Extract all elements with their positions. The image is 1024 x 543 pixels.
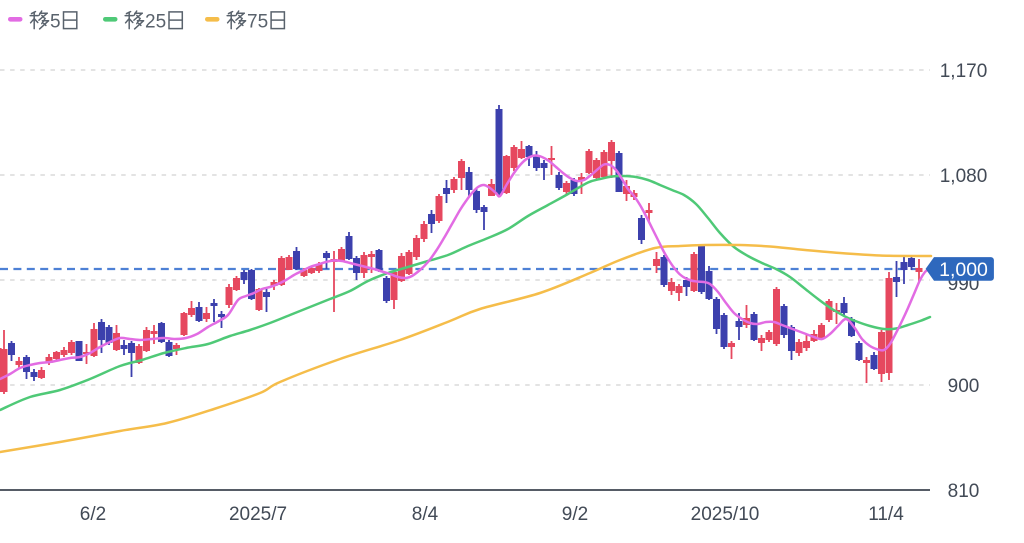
svg-text:1,170: 1,170	[940, 61, 988, 82]
svg-text:1,080: 1,080	[940, 166, 988, 187]
svg-text:75: 75	[247, 12, 268, 33]
svg-text:810: 810	[948, 481, 980, 502]
svg-text:6/2: 6/2	[80, 504, 106, 525]
svg-text:2025/7: 2025/7	[229, 504, 287, 525]
svg-text:25: 25	[145, 12, 166, 33]
svg-text:9/2: 9/2	[562, 504, 588, 525]
svg-text:2025/10: 2025/10	[691, 504, 760, 525]
svg-text:1,000: 1,000	[939, 259, 988, 281]
svg-text:5: 5	[50, 12, 61, 33]
svg-text:11/4: 11/4	[868, 504, 904, 525]
svg-text:8/4: 8/4	[412, 504, 439, 525]
svg-text:900: 900	[948, 376, 980, 397]
